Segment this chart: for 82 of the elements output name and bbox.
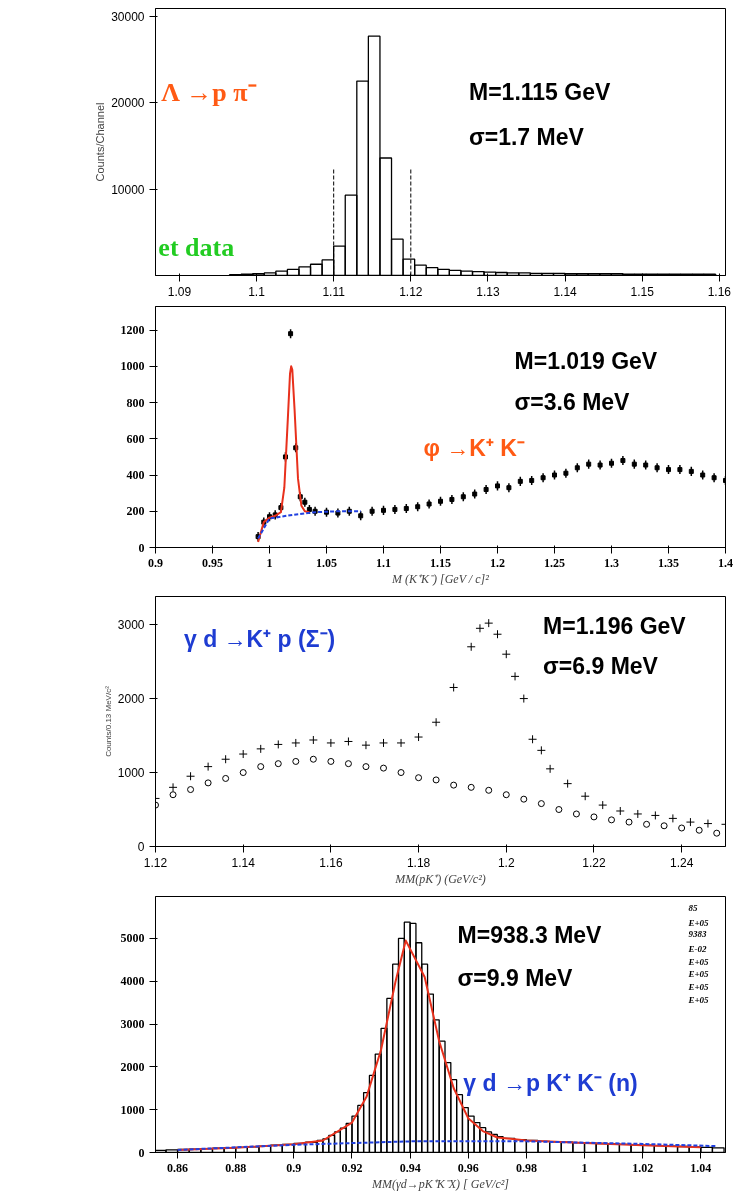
x-tick-label: 0.98	[515, 1160, 537, 1175]
annotation: M=1.019 GeV	[514, 347, 658, 374]
annotation: M=1.115 GeV	[469, 78, 611, 105]
annotation: E+05	[687, 956, 710, 967]
y-tick-label: 0	[138, 540, 145, 555]
x-tick-label: 1.16	[319, 855, 343, 870]
annotation: E+05	[687, 982, 710, 993]
x-axis-title: MM(pK⁺) (GeV/c²)	[394, 871, 486, 886]
annotation: et data	[158, 233, 235, 263]
x-tick-label: 1.35	[658, 555, 679, 570]
y-tick-label: 4000	[120, 974, 145, 989]
x-tick-label: 1	[581, 1160, 588, 1175]
x-tick-label: 1.3	[604, 555, 619, 570]
y-tick-label: 400	[126, 468, 145, 483]
x-tick-label: 1.15	[630, 284, 655, 299]
annotation: σ=1.7 MeV	[469, 124, 585, 151]
x-tick-label: 0.94	[399, 1160, 421, 1175]
y-tick-label: 1200	[120, 323, 145, 338]
y-tick-label: 30000	[111, 9, 145, 24]
x-tick-label: 1.11	[322, 284, 346, 299]
x-tick-label: 1.24	[669, 855, 694, 870]
annotation: E+05	[687, 969, 710, 980]
annotation: σ=9.9 MeV	[457, 965, 574, 992]
annotation: M=1.196 GeV	[543, 613, 687, 639]
x-tick-label: 0.92	[341, 1160, 363, 1175]
x-tick-label: 1	[266, 555, 273, 570]
x-tick-label: 1.05	[316, 555, 337, 570]
y-tick-label: 10000	[111, 182, 145, 197]
x-tick-label: 0.95	[202, 555, 223, 570]
annotation: σ=6.9 MeV	[543, 653, 659, 679]
y-tick-label: 20000	[111, 96, 145, 111]
x-tick-label: 1.02	[632, 1160, 654, 1175]
x-tick-label: 1.25	[544, 555, 565, 570]
x-tick-label: 1.14	[231, 855, 256, 870]
y-tick-label: 0	[137, 840, 145, 854]
y-axis-title: Counts/Channel	[94, 102, 107, 182]
x-tick-label: 1.22	[582, 855, 606, 870]
x-axis-title: M (K⁺K⁻) [GeV / c]²	[391, 571, 490, 586]
annotation: M=938.3 MeV	[457, 921, 603, 948]
x-tick-label: 1.12	[399, 284, 423, 299]
x-axis-title: MM(γd→pK⁺K⁻X) [ GeV/c²]	[371, 1176, 510, 1191]
y-tick-label: 1000	[117, 766, 145, 781]
x-tick-label: 0.9	[286, 1160, 302, 1175]
y-axis-title: Counts/0.13 MeV/c²	[103, 685, 113, 757]
y-tick-label: 1000	[120, 359, 145, 374]
x-tick-label: 0.9	[148, 555, 163, 570]
annotation: E+05	[687, 995, 710, 1006]
x-tick-label: 1.15	[430, 555, 451, 570]
annotation: Λ →p π⁻	[161, 78, 257, 108]
x-tick-label: 1.16	[707, 284, 732, 299]
annotation: E+05	[687, 918, 710, 929]
y-tick-label: 1000	[120, 1102, 145, 1117]
y-tick-label: 3000	[117, 618, 145, 633]
annotation: γ d →K⁺ p (Σ⁻)	[184, 625, 336, 652]
x-tick-label: 1.18	[406, 855, 431, 870]
annotation: 85	[688, 903, 698, 914]
annotation: 9383	[688, 929, 707, 940]
y-tick-label: 5000	[120, 931, 145, 946]
x-tick-label: 1.2	[490, 555, 505, 570]
y-tick-label: 200	[126, 504, 145, 519]
annotation: φ →K⁺ K⁻	[423, 434, 525, 461]
x-tick-label: 1.4	[718, 555, 733, 570]
x-tick-label: 1.14	[553, 284, 578, 299]
y-tick-label: 2000	[120, 1059, 145, 1074]
x-tick-label: 1.1	[376, 555, 391, 570]
x-tick-label: 0.96	[457, 1160, 479, 1175]
y-tick-label: 600	[126, 431, 145, 446]
y-tick-label: 2000	[117, 692, 145, 707]
annotation: γ d →p K⁺ K⁻ (n)	[463, 1070, 638, 1097]
x-tick-label: 1.12	[143, 855, 168, 870]
x-tick-label: 1.1	[248, 284, 266, 299]
y-tick-label: 800	[126, 395, 145, 410]
x-tick-label: 1.09	[167, 284, 192, 299]
y-tick-label: 0	[138, 1145, 145, 1160]
x-tick-label: 0.86	[167, 1160, 189, 1175]
x-tick-label: 1.13	[476, 284, 500, 299]
annotation: σ=3.6 MeV	[514, 388, 631, 415]
x-tick-label: 0.88	[225, 1160, 247, 1175]
x-tick-label: 1.04	[690, 1160, 712, 1175]
x-tick-label: 1.2	[497, 855, 515, 870]
annotation: E-02	[687, 943, 707, 954]
y-tick-label: 3000	[120, 1017, 145, 1032]
